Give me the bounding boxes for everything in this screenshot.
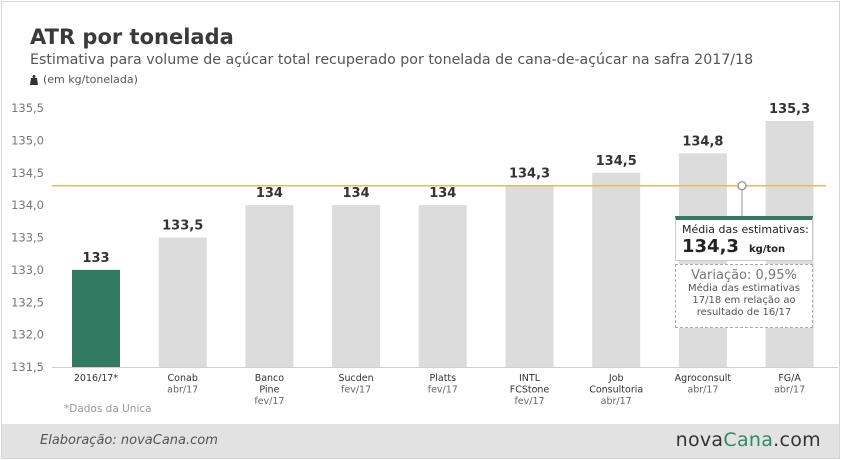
y-tick-label: 133,0 [11, 263, 44, 277]
bar-value-label: 134,8 [682, 134, 723, 149]
weight-icon [30, 74, 38, 85]
x-category-label: Job [608, 373, 624, 384]
bar-value-label: 134,5 [596, 154, 637, 169]
variation-callout: Variação: 0,95% Média das estimativas 17… [675, 264, 813, 328]
footnote: *Dados da Unica [64, 403, 152, 415]
x-category-label: Conab [168, 373, 198, 384]
x-category-label: Platts [430, 373, 457, 384]
bar-value-label: 134 [343, 186, 370, 201]
average-marker [737, 181, 747, 191]
variation-label: Variação: 0,95% [691, 268, 797, 283]
bar-value-label: 134 [256, 186, 283, 201]
bar [158, 237, 207, 367]
brand-logo[interactable]: novaCana.com [675, 429, 821, 451]
average-unit: kg/ton [748, 244, 786, 255]
x-category-label: FG/A [778, 373, 801, 384]
bar-chart: 131,5 132,0 132,5 133,0 133,5 134,0 134,5 135,0… [11, 101, 838, 407]
x-category-date: abr/17 [687, 385, 718, 396]
x-category-date: abr/17 [774, 385, 805, 396]
y-tick-label: 132,0 [11, 328, 44, 342]
average-callout: Média das estimativas: 134,3 kg/ton [675, 216, 813, 261]
unit-note: (em kg/tonelada) [43, 73, 138, 86]
y-tick-label: 134,5 [11, 166, 44, 180]
unit-note-row: (em kg/tonelada) [30, 73, 138, 86]
x-category-label: Agroconsult [675, 373, 732, 384]
x-category-date: abr/17 [167, 385, 198, 396]
bar [72, 269, 120, 367]
bar-value-label: 135,3 [769, 102, 810, 117]
bar [418, 205, 467, 367]
credit-text: Elaboração: novaCana.com [40, 433, 218, 448]
chart-subtitle: Estimativa para volume de açúcar total r… [30, 52, 754, 68]
x-category-label: Pine [259, 385, 279, 396]
x-category-label: INTL [519, 373, 541, 384]
average-label: Média das estimativas: [682, 223, 809, 236]
x-category-label: Sucden [339, 373, 374, 384]
bar [332, 205, 381, 367]
bar-value-label: 133 [82, 251, 109, 266]
x-category-label: Consultoria [589, 385, 643, 396]
y-tick-label: 135,0 [11, 133, 44, 147]
average-value: 134,3 [682, 236, 739, 257]
y-tick-label: 132,5 [11, 295, 44, 309]
x-category-label: Banco [255, 373, 285, 384]
x-category-date: abr/17 [601, 396, 632, 407]
bar-value-label: 133,5 [162, 219, 203, 234]
bar [592, 172, 641, 367]
x-category-date: fev/17 [254, 396, 284, 407]
x-category-date: fev/17 [514, 396, 544, 407]
bar-value-label: 134,3 [509, 167, 550, 182]
x-category-date: fev/17 [428, 385, 458, 396]
variation-description: Média das estimativas 17/18 em relação a… [688, 283, 800, 318]
footer-bar: Elaboração: novaCana.com novaCana.com [2, 424, 839, 458]
bar [245, 205, 294, 367]
bar [505, 185, 554, 367]
y-tick-label: 133,5 [11, 231, 44, 245]
y-tick-label: 134,0 [11, 198, 44, 212]
x-category-date: fev/17 [341, 385, 371, 396]
y-tick-label: 131,5 [11, 360, 44, 374]
x-category-label: FCStone [510, 385, 550, 396]
x-category-label: 2016/17* [74, 373, 118, 384]
y-tick-label: 135,5 [11, 101, 44, 115]
bar-value-label: 134 [429, 186, 456, 201]
chart-title: ATR por tonelada [30, 25, 234, 49]
